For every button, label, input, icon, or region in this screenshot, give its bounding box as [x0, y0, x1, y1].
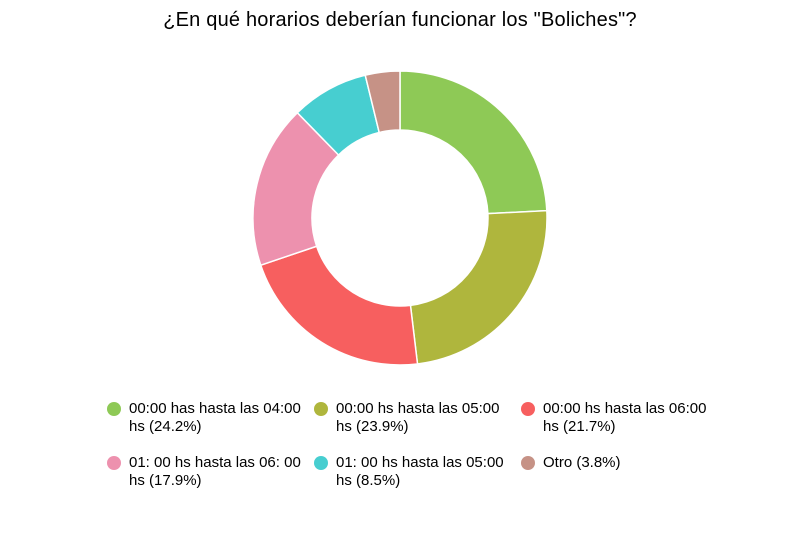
legend-label: 00:00 hs hasta las 06:00 hs (21.7%)	[543, 400, 707, 435]
legend-item[interactable]: Otro (3.8%)	[521, 454, 721, 472]
legend-label: Otro (3.8%)	[543, 454, 621, 471]
donut-slice[interactable]	[259, 245, 419, 366]
donut-slice[interactable]	[399, 70, 548, 215]
legend-swatch	[521, 456, 535, 470]
legend-item[interactable]: 00:00 hs hasta las 06:00 hs (21.7%)	[521, 400, 721, 436]
legend-label: 01: 00 hs hasta las 05:00 hs (8.5%)	[336, 454, 504, 489]
legend-item[interactable]: 00:00 has hasta las 04:00 hs (24.2%)	[107, 400, 307, 436]
legend-swatch	[107, 402, 121, 416]
legend-label: 00:00 hs hasta las 05:00 hs (23.9%)	[336, 400, 500, 435]
legend-item[interactable]: 00:00 hs hasta las 05:00 hs (23.9%)	[314, 400, 514, 436]
chart-title: ¿En qué horarios deberían funcionar los …	[163, 9, 637, 31]
legend-swatch	[107, 456, 121, 470]
legend-label: 01: 00 hs hasta las 06: 00 hs (17.9%)	[129, 454, 301, 489]
donut-slice[interactable]	[364, 70, 401, 134]
legend-swatch	[521, 402, 535, 416]
legend-swatch	[314, 456, 328, 470]
legend-item[interactable]: 01: 00 hs hasta las 05:00 hs (8.5%)	[314, 454, 514, 490]
legend-swatch	[314, 402, 328, 416]
donut-slice[interactable]	[409, 209, 548, 365]
legend-label: 00:00 has hasta las 04:00 hs (24.2%)	[129, 400, 301, 435]
legend-item[interactable]: 01: 00 hs hasta las 06: 00 hs (17.9%)	[107, 454, 307, 490]
